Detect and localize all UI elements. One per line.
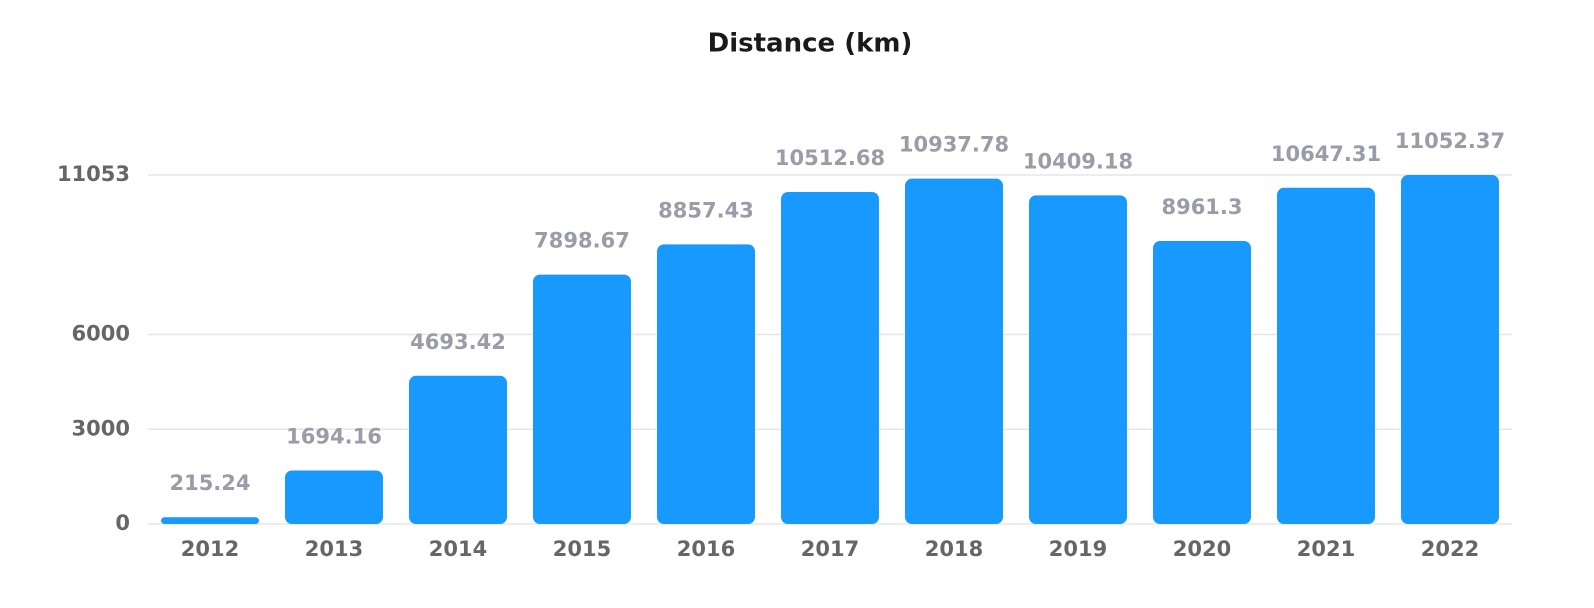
- y-tick-label: 6000: [72, 322, 130, 346]
- y-tick-label: 3000: [72, 416, 130, 440]
- value-label: 10409.18: [1023, 149, 1133, 173]
- bar: [409, 375, 507, 524]
- value-label: 215.24: [169, 471, 250, 495]
- bar: [285, 470, 383, 524]
- value-label: 11052.37: [1395, 129, 1505, 153]
- x-tick-label: 2015: [553, 537, 611, 561]
- value-label: 1694.16: [286, 425, 382, 449]
- x-tick-label: 2021: [1297, 537, 1355, 561]
- bar: [161, 517, 259, 524]
- x-tick-label: 2012: [181, 537, 239, 561]
- bar: [1029, 195, 1127, 524]
- chart-title: Distance (km): [708, 29, 913, 59]
- value-label: 8857.43: [658, 198, 754, 222]
- bar: [1401, 175, 1499, 524]
- value-label: 10512.68: [775, 146, 885, 170]
- value-label: 4693.42: [410, 330, 506, 354]
- bar: [781, 192, 879, 525]
- x-tick-label: 2016: [677, 537, 735, 561]
- x-tick-label: 2018: [925, 537, 983, 561]
- x-tick-label: 2017: [801, 537, 859, 561]
- y-tick-label: 11053: [57, 162, 130, 186]
- x-tick-label: 2019: [1049, 537, 1107, 561]
- x-tick-label: 2020: [1173, 537, 1231, 561]
- bar: [533, 274, 631, 524]
- bar: [1153, 241, 1251, 524]
- x-tick-label: 2022: [1421, 537, 1479, 561]
- x-tick-label: 2014: [429, 537, 487, 561]
- x-tick-label: 2013: [305, 537, 363, 561]
- value-label: 7898.67: [534, 229, 630, 253]
- bar: [1277, 187, 1375, 524]
- bar: [905, 178, 1003, 524]
- value-label: 8961.3: [1161, 195, 1242, 219]
- bar: [657, 244, 755, 524]
- value-label: 10937.78: [899, 133, 1009, 157]
- value-label: 10647.31: [1271, 142, 1381, 166]
- y-tick-label: 0: [115, 511, 130, 535]
